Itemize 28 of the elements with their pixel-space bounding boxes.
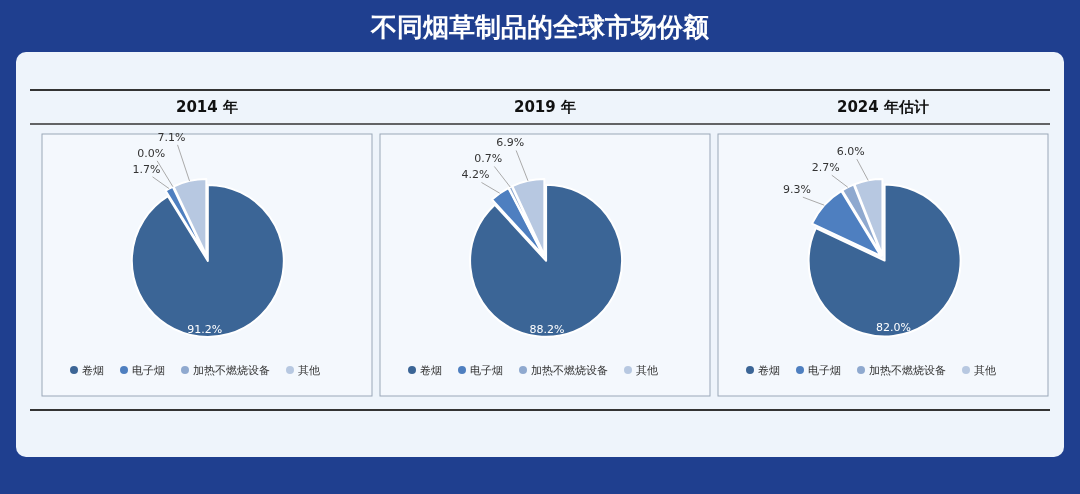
legend-label: 电子烟 bbox=[808, 364, 841, 377]
chart-subtitle: 2014 年 bbox=[176, 98, 238, 116]
legend-label: 卷烟 bbox=[82, 364, 104, 377]
data-label: 88.2% bbox=[529, 322, 565, 336]
data-label: 9.3% bbox=[782, 183, 811, 197]
text: 0.0% bbox=[137, 146, 166, 160]
legend-label: 卷烟 bbox=[758, 364, 780, 377]
legend-label: 加热不燃烧设备 bbox=[869, 364, 946, 377]
legend-label: 加热不燃烧设备 bbox=[193, 364, 270, 377]
legend-label: 电子烟 bbox=[470, 364, 503, 377]
legend-label: 加热不燃烧设备 bbox=[531, 364, 608, 377]
data-label: 7.1% bbox=[157, 130, 186, 144]
legend-label: 其他 bbox=[974, 364, 996, 377]
chart-subtitle: 2019 年 bbox=[514, 98, 576, 116]
text: 不同烟草制品的全球市场份额 bbox=[370, 12, 710, 42]
data-label: 0.7% bbox=[474, 152, 503, 166]
data-label: 91.2% bbox=[187, 322, 223, 336]
chart-subtitle: 2024 年估计 bbox=[837, 98, 929, 116]
data-label: 6.9% bbox=[496, 136, 525, 150]
legend-label: 其他 bbox=[298, 364, 320, 377]
data-label: 6.0% bbox=[836, 145, 865, 159]
data-label: 2.7% bbox=[811, 161, 840, 175]
legend-label: 卷烟 bbox=[420, 364, 442, 377]
data-label: 4.2% bbox=[461, 168, 490, 182]
data-label: 1.7% bbox=[132, 162, 161, 176]
legend-label: 电子烟 bbox=[132, 364, 165, 377]
legend-label: 其他 bbox=[636, 364, 658, 377]
data-label: 82.0% bbox=[876, 321, 912, 335]
